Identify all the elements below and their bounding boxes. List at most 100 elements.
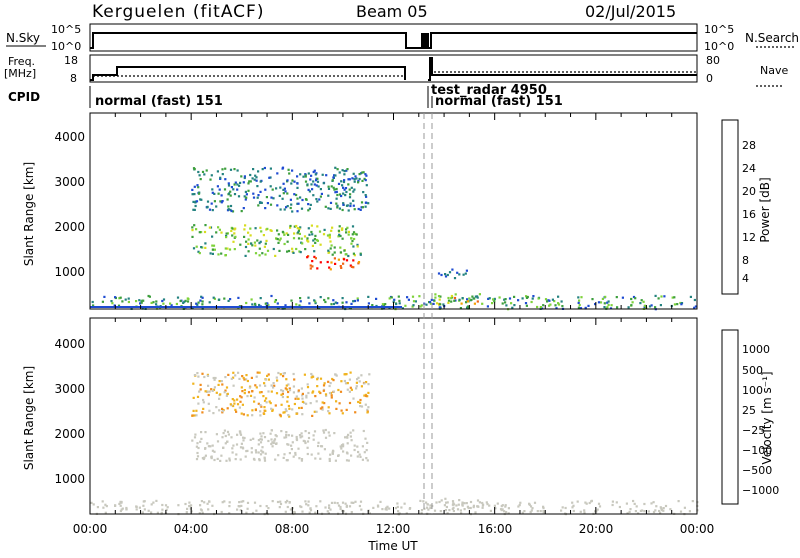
velocity-cell xyxy=(284,387,287,390)
velocity-cell xyxy=(335,407,338,410)
velocity-cell xyxy=(342,443,345,446)
power-cell xyxy=(327,187,331,190)
power-cell xyxy=(258,201,262,204)
power-cell xyxy=(438,306,441,309)
power-cell xyxy=(361,171,364,174)
velocity-cell xyxy=(488,504,491,507)
power-cell xyxy=(338,225,341,228)
power-cell xyxy=(319,243,322,246)
power-cell xyxy=(194,201,197,204)
power-cell xyxy=(111,302,114,305)
power-cell xyxy=(279,237,282,240)
velocity-cell xyxy=(276,500,280,504)
velocity-cell xyxy=(273,384,276,387)
velocity-cell xyxy=(257,439,260,442)
power-cell xyxy=(458,298,461,301)
power-cell xyxy=(301,242,304,245)
velocity-cell xyxy=(270,390,273,393)
velocity-cell xyxy=(481,504,484,507)
power-cell xyxy=(360,206,363,209)
velocity-cell xyxy=(245,511,248,514)
power-cell xyxy=(291,210,294,213)
velocity-cell xyxy=(266,374,269,377)
velocity-cell xyxy=(312,438,315,441)
velocity-cell xyxy=(105,505,108,508)
power-cell xyxy=(247,250,250,253)
power-cell xyxy=(352,204,355,207)
power-cell xyxy=(314,302,317,305)
power-cell xyxy=(316,177,319,180)
power-cell xyxy=(321,173,324,176)
power-cell xyxy=(440,273,443,277)
velocity-cell xyxy=(346,388,349,391)
velocity-cell xyxy=(279,373,282,376)
velocity-cell xyxy=(246,501,250,504)
velocity-cell xyxy=(489,509,492,512)
velocity-cell xyxy=(445,501,448,504)
velocity-cell xyxy=(287,390,290,394)
power-cell xyxy=(306,256,309,259)
power-cell xyxy=(186,297,189,300)
velocity-cell xyxy=(155,499,158,502)
velocity-cell xyxy=(285,378,288,381)
velocity-cell xyxy=(212,388,216,391)
velocity-cell xyxy=(264,409,267,412)
velocity-cell xyxy=(319,457,322,460)
power-cell xyxy=(343,170,346,173)
velocity-cell xyxy=(654,509,657,512)
power-cell xyxy=(525,295,528,298)
power-cell xyxy=(162,302,165,305)
power-cell xyxy=(337,229,340,232)
velocity-cell xyxy=(250,451,253,454)
power-cell xyxy=(659,304,662,307)
velocity-cell xyxy=(258,391,262,394)
power-cell xyxy=(344,187,348,190)
velocity-cell xyxy=(236,403,240,406)
power-cell xyxy=(275,237,278,240)
power-cell xyxy=(218,298,221,301)
power-cell xyxy=(312,180,315,183)
velocity-cell xyxy=(634,510,637,513)
power-cell xyxy=(245,301,248,305)
velocity-cell xyxy=(403,502,406,505)
power-cell xyxy=(304,180,308,183)
power-cell xyxy=(319,188,322,191)
velocity-cell xyxy=(240,412,243,415)
velocity-cell xyxy=(101,500,104,503)
power-cell xyxy=(245,193,248,196)
power-cell xyxy=(352,199,355,202)
velocity-cell xyxy=(445,505,448,509)
power-cell xyxy=(254,244,257,247)
velocity-cell xyxy=(277,371,280,375)
velocity-cell xyxy=(377,505,380,508)
velocity-cell xyxy=(197,375,200,378)
power-cell xyxy=(364,173,367,176)
power-cell xyxy=(354,232,357,235)
nave-tick-high: 80 xyxy=(706,54,720,67)
velocity-cell xyxy=(476,499,480,502)
velocity-cell xyxy=(195,414,198,417)
velocity-cell xyxy=(324,506,327,509)
power-cell xyxy=(292,237,296,240)
power-cell xyxy=(289,198,292,201)
velocity-cell xyxy=(286,400,289,403)
power-cell xyxy=(315,179,318,182)
velocity-cell xyxy=(286,459,289,462)
velocity-cell xyxy=(277,454,280,457)
velocity-cell xyxy=(251,511,255,515)
power-cell xyxy=(266,249,270,252)
power-colorbar-frame xyxy=(721,119,739,295)
power-cell xyxy=(162,298,166,301)
velocity-cell xyxy=(388,507,391,510)
velocity-cell xyxy=(358,453,361,456)
velocity-cell xyxy=(355,381,358,384)
power-cell xyxy=(193,193,196,196)
power-cell xyxy=(228,192,231,195)
velocity-cell xyxy=(341,412,344,415)
velocity-cell xyxy=(507,507,510,510)
power-cell xyxy=(530,300,533,304)
velocity-cell xyxy=(239,400,242,403)
power-cell xyxy=(513,295,516,298)
power-cell xyxy=(453,296,457,300)
power-cell xyxy=(193,185,196,188)
